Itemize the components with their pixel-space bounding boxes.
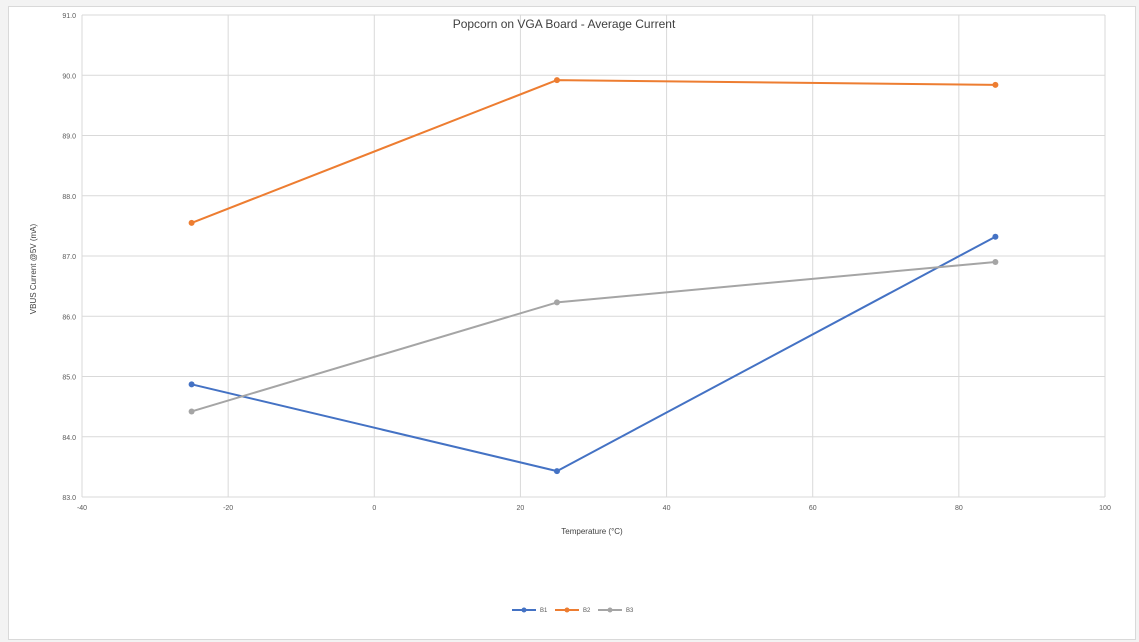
- data-point-b2: [553, 77, 560, 84]
- chart-area: -40 -20 0 20 40 60 80 100 83.0 84.0 85.0 86.0 87.0 88…: [8, 6, 1136, 640]
- x-tick-label: 0: [372, 505, 376, 512]
- legend-label-b2: B2: [583, 608, 591, 614]
- y-tick-label: 91.0: [62, 13, 76, 20]
- chart-title: Popcorn on VGA Board - Average Current: [453, 17, 676, 31]
- legend-marker-b1: [521, 607, 527, 613]
- data-point-b1: [553, 468, 560, 475]
- x-tick-label: 80: [955, 505, 963, 512]
- y-tick-label: 87.0: [62, 254, 76, 261]
- legend-marker-b2: [564, 607, 570, 613]
- x-tick-label: 60: [809, 505, 817, 512]
- line-chart: -40 -20 0 20 40 60 80 100 83.0 84.0 85.0 86.0 87.0 88…: [29, 13, 1111, 614]
- x-tick-label: -20: [223, 505, 233, 512]
- series-line-b2: [191, 79, 996, 224]
- data-point-b2: [992, 81, 999, 88]
- series-line-b3: [191, 261, 996, 413]
- y-tick-label: 86.0: [62, 314, 76, 321]
- data-point-b2: [188, 219, 195, 226]
- series-line-b1: [191, 235, 996, 473]
- data-point-b3: [188, 408, 195, 415]
- data-point-b1: [992, 233, 999, 240]
- x-axis-label: Temperature (°C): [561, 527, 623, 536]
- series-lines: [188, 77, 999, 475]
- y-tick-label: 88.0: [62, 194, 76, 201]
- y-tick-label: 84.0: [62, 435, 76, 442]
- legend-marker-b3: [607, 607, 613, 613]
- y-tick-label: 90.0: [62, 73, 76, 80]
- axes: -40 -20 0 20 40 60 80 100 83.0 84.0 85.0 86.0 87.0 88…: [62, 13, 1111, 512]
- data-point-b1: [188, 381, 195, 388]
- legend-label-b3: B3: [626, 608, 634, 614]
- legend-label-b1: B1: [540, 608, 548, 614]
- y-axis-label: VBUS Current @5V (mA): [29, 223, 38, 314]
- y-tick-label: 85.0: [62, 375, 76, 382]
- x-tick-label: 100: [1099, 505, 1111, 512]
- gridlines: [81, 14, 1106, 498]
- y-tick-label: 83.0: [62, 495, 76, 502]
- data-point-b3: [553, 299, 560, 306]
- y-tick-label: 89.0: [62, 134, 76, 141]
- x-tick-label: 40: [663, 505, 671, 512]
- data-point-b3: [992, 259, 999, 266]
- legend: B1 B2 B3: [512, 607, 634, 614]
- x-tick-label: -40: [77, 505, 87, 512]
- x-tick-label: 20: [517, 505, 525, 512]
